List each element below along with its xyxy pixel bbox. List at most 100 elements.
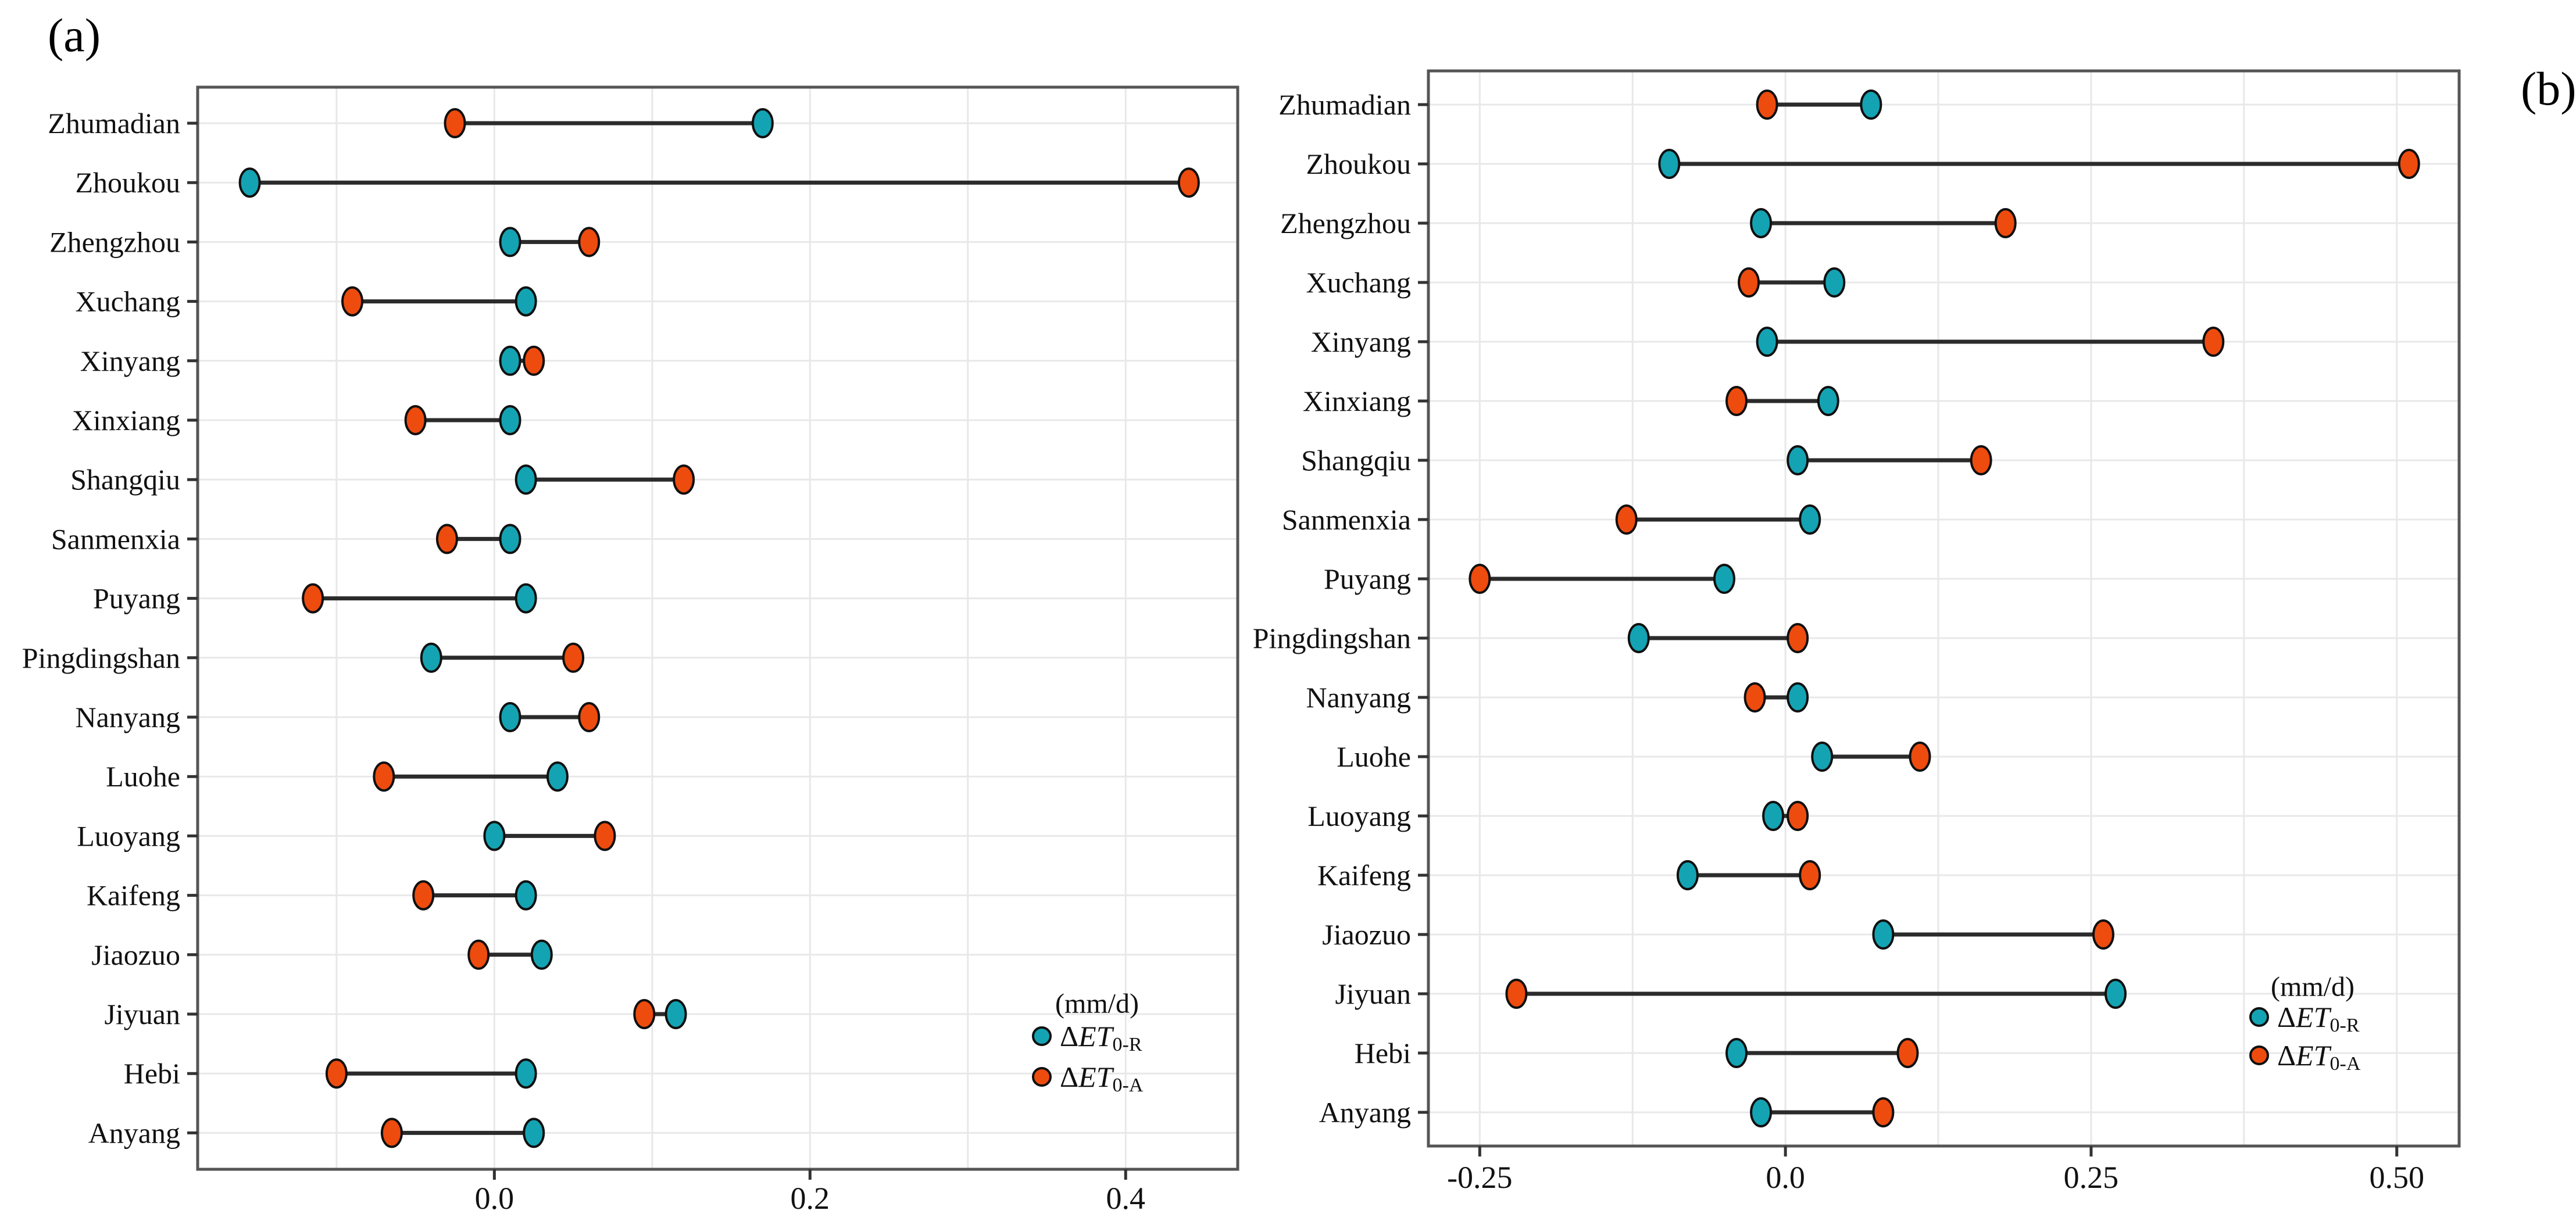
dot-et0a-anyang bbox=[1872, 1097, 1895, 1127]
dot-et0r-zhumadian bbox=[751, 108, 774, 138]
y-tick-label-nanyang: Nanyang bbox=[1306, 681, 1412, 714]
dot-et0r-xinyang bbox=[499, 345, 521, 376]
legend-label-et0r: ΔET0-R bbox=[2277, 1001, 2360, 1036]
y-tick-label-zhumadian: Zhumadian bbox=[1278, 88, 1411, 121]
x-tick-label: 0.0 bbox=[475, 1181, 515, 1216]
x-tick-label: 0.4 bbox=[1106, 1181, 1146, 1216]
y-tick-label-luoyang: Luoyang bbox=[1307, 800, 1411, 832]
legend-swatch-et0r bbox=[1032, 1026, 1052, 1046]
dot-et0a-hebi bbox=[1896, 1038, 1919, 1068]
dot-et0a-hebi bbox=[325, 1058, 348, 1089]
dot-et0a-luohe bbox=[373, 761, 395, 792]
dot-et0a-jiyuan bbox=[1505, 979, 1528, 1009]
dot-et0a-kaifeng bbox=[1799, 860, 1821, 890]
y-tick-label-zhumadian: Zhumadian bbox=[48, 107, 180, 139]
dot-et0r-zhoukou bbox=[238, 167, 261, 198]
plot-border bbox=[1427, 69, 2461, 1148]
dot-et0a-xinxiang bbox=[1725, 386, 1748, 416]
dot-et0r-anyang bbox=[523, 1118, 545, 1148]
dot-et0a-puyang bbox=[302, 583, 324, 614]
dot-et0a-sanmenxia bbox=[435, 524, 458, 554]
legend-swatch-et0a bbox=[2249, 1045, 2269, 1065]
y-tick-label-zhoukou: Zhoukou bbox=[75, 166, 180, 199]
dot-et0a-luoyang bbox=[594, 821, 616, 851]
dot-et0r-jiyuan bbox=[2105, 979, 2127, 1009]
y-tick-label-luohe: Luohe bbox=[1337, 740, 1411, 773]
dot-et0r-zhengzhou bbox=[499, 227, 521, 257]
dot-et0r-luoyang bbox=[1762, 801, 1785, 831]
dot-et0r-nanyang bbox=[499, 702, 521, 732]
y-tick-label-xinyang: Xinyang bbox=[80, 345, 180, 377]
dot-et0r-kaifeng bbox=[1676, 860, 1699, 890]
y-tick-label-jiyuan: Jiyuan bbox=[104, 998, 180, 1030]
y-tick-label-jiaozuo: Jiaozuo bbox=[1322, 918, 1411, 951]
panel-a: 0.0 0.2 0.4 Zhumadian Zhoukou Zhengzhou Xuchan… bbox=[22, 85, 1239, 1216]
dot-et0a-zhengzhou bbox=[578, 227, 601, 257]
dot-et0a-luoyang bbox=[1787, 801, 1809, 831]
y-tick-label-luohe: Luohe bbox=[106, 760, 180, 793]
x-tick-label: 0.25 bbox=[2064, 1160, 2119, 1195]
y-tick-label-zhengzhou: Zhengzhou bbox=[1280, 207, 1411, 239]
y-tick-label-nanyang: Nanyang bbox=[76, 701, 181, 733]
y-tick-label-luoyang: Luoyang bbox=[77, 819, 180, 852]
dot-et0a-anyang bbox=[380, 1118, 403, 1148]
dot-et0a-zhumadian bbox=[1756, 89, 1778, 120]
y-tick-label-xinxiang: Xinxiang bbox=[72, 404, 180, 436]
legend-swatch-et0a bbox=[1032, 1067, 1052, 1087]
dot-et0a-xinxiang bbox=[404, 405, 427, 435]
dot-et0a-xinyang bbox=[523, 345, 545, 376]
y-tick-label-kaifeng: Kaifeng bbox=[87, 879, 180, 912]
y-tick-label-sanmenxia: Sanmenxia bbox=[1282, 503, 1411, 536]
dot-et0r-luohe bbox=[1811, 742, 1834, 772]
legend-label-et0a: ΔET0-A bbox=[1060, 1061, 1144, 1096]
dot-et0r-xuchang bbox=[1823, 267, 1846, 298]
dot-et0r-luoyang bbox=[483, 821, 506, 851]
y-tick-label-kaifeng: Kaifeng bbox=[1317, 859, 1411, 891]
dot-et0r-shangqiu bbox=[515, 464, 537, 495]
dot-et0r-zhumadian bbox=[1860, 89, 1882, 120]
y-tick-label-jiaozuo: Jiaozuo bbox=[91, 939, 180, 971]
legend-unit-label: (mm/d) bbox=[1055, 989, 1139, 1019]
dot-et0r-sanmenxia bbox=[499, 524, 521, 554]
dot-et0a-nanyang bbox=[1743, 682, 1766, 712]
dot-et0r-nanyang bbox=[1787, 682, 1809, 712]
y-tick-label-xinxiang: Xinxiang bbox=[1303, 385, 1411, 417]
x-tick-label: 0.0 bbox=[1766, 1160, 1805, 1195]
panel-b-label: (b) bbox=[2521, 62, 2576, 115]
legend-swatch-et0r bbox=[2249, 1007, 2269, 1027]
y-tick-label-puyang: Puyang bbox=[93, 582, 180, 615]
dot-et0r-pingdingshan bbox=[1627, 623, 1650, 653]
y-tick-label-hebi: Hebi bbox=[1355, 1037, 1411, 1069]
dot-et0r-puyang bbox=[515, 583, 537, 614]
x-tick-label: 0.50 bbox=[2369, 1160, 2424, 1195]
panel-b: -0.25 0.0 0.25 0.50 Zhumadian Zhoukou Zhengzho… bbox=[1253, 69, 2461, 1195]
dot-et0r-jiyuan bbox=[664, 999, 687, 1029]
panel-a-label: (a) bbox=[48, 9, 101, 62]
y-tick-label-shangqiu: Shangqiu bbox=[1301, 444, 1411, 477]
y-tick-label-xinyang: Xinyang bbox=[1311, 325, 1411, 358]
dot-et0a-zhumadian bbox=[444, 108, 466, 138]
dot-et0r-anyang bbox=[1750, 1097, 1773, 1127]
y-tick-label-hebi: Hebi bbox=[124, 1057, 180, 1090]
y-tick-label-zhengzhou: Zhengzhou bbox=[49, 225, 180, 258]
dot-et0a-xinyang bbox=[2202, 327, 2225, 357]
y-tick-label-xuchang: Xuchang bbox=[1306, 266, 1412, 299]
legend-a: (mm/d)ΔET0-R ΔET0-A bbox=[1032, 989, 1144, 1096]
y-tick-label-sanmenxia: Sanmenxia bbox=[51, 522, 180, 555]
y-tick-label-anyang: Anyang bbox=[1319, 1096, 1411, 1129]
dot-et0r-xinxiang bbox=[499, 405, 521, 435]
dot-et0r-puyang bbox=[1713, 564, 1735, 594]
dot-et0a-jiaozuo bbox=[467, 939, 490, 970]
legend-unit-label: (mm/d) bbox=[2271, 972, 2355, 1002]
y-tick-label-zhoukou: Zhoukou bbox=[1306, 148, 1411, 180]
dot-et0r-jiaozuo bbox=[1872, 919, 1895, 950]
legend-label-et0r: ΔET0-R bbox=[1060, 1020, 1142, 1055]
dot-et0a-jiaozuo bbox=[2092, 919, 2114, 950]
y-tick-label-shangqiu: Shangqiu bbox=[70, 463, 180, 496]
dot-et0r-xinxiang bbox=[1817, 386, 1839, 416]
dot-et0r-zhoukou bbox=[1658, 149, 1681, 179]
dot-et0a-luohe bbox=[1909, 742, 1931, 772]
dot-et0a-zhoukou bbox=[1177, 167, 1200, 198]
